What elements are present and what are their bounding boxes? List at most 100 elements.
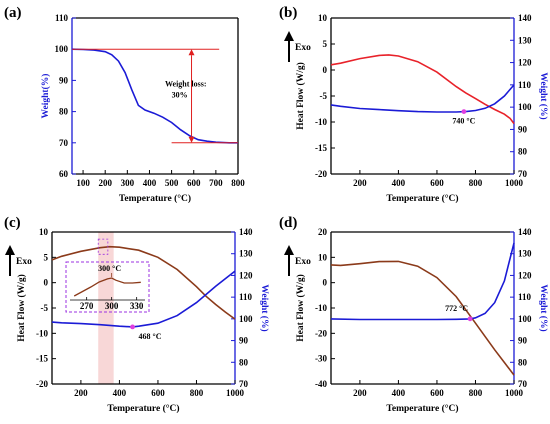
x-tick-label: 800	[469, 388, 483, 398]
y-right-tick-label: 130	[518, 35, 532, 45]
chart-panel-a: (a) 100 200 300 400 500 600 700 800 Temperature (…	[4, 5, 245, 204]
arrow-head-down-icon	[188, 136, 195, 143]
y-tick-label: -30	[315, 354, 327, 364]
y-tick-label: -10	[315, 303, 327, 313]
y-right-axis-label: Weight (%)	[259, 284, 270, 331]
y-tick-label: 100	[55, 44, 69, 54]
y-right-axis-label: Weight (%)	[538, 284, 549, 331]
inset-x-tick-label: 330	[130, 301, 144, 311]
x-tick-label: 700	[209, 178, 223, 188]
x-tick-label: 400	[392, 388, 406, 398]
x-tick-label: 200	[98, 178, 112, 188]
y-tick-label: 90	[59, 75, 69, 85]
weight-curve	[51, 270, 236, 328]
x-tick-label: 400	[392, 178, 406, 188]
y-tick-label: 10	[318, 252, 328, 262]
y-right-tick-label: 140	[239, 227, 253, 237]
exo-label: Exo	[16, 257, 32, 267]
y-tick-label: -20	[315, 328, 327, 338]
y-right-tick-label: 70	[518, 379, 528, 389]
y-right-tick-label: 90	[518, 124, 528, 134]
y-right-tick-label: 100	[518, 102, 532, 112]
panel-label: (d)	[279, 215, 297, 231]
panel-label: (a)	[4, 5, 22, 21]
y-right-tick-label: 70	[518, 169, 528, 179]
y-tick-label: -10	[315, 117, 327, 127]
y-right-tick-label: 80	[518, 357, 528, 367]
y-right-tick-label: 140	[518, 227, 532, 237]
y-right-tick-label: 70	[239, 379, 249, 389]
y-tick-label: 0	[323, 278, 328, 288]
y-tick-label: 0	[323, 65, 328, 75]
transition-marker	[461, 109, 467, 114]
x-tick-label: 200	[74, 388, 88, 398]
panel-label: (c)	[4, 215, 21, 231]
panel-label: (b)	[279, 5, 297, 21]
x-tick-label: 1000	[505, 178, 524, 188]
y-right-tick-label: 110	[239, 292, 253, 302]
y-axis-label: Weight(%)	[40, 74, 51, 119]
x-tick-label: 100	[76, 178, 90, 188]
x-tick-label: 800	[469, 178, 483, 188]
y-tick-label: -20	[36, 379, 48, 389]
x-axis-label: Temperature (°C)	[119, 193, 191, 204]
y-tick-label: 70	[59, 138, 69, 148]
y-right-tick-label: 100	[518, 314, 532, 324]
x-tick-label: 400	[143, 178, 157, 188]
y-right-tick-label: 80	[239, 357, 249, 367]
y-tick-label: 10	[39, 227, 49, 237]
y-right-tick-label: 100	[239, 314, 253, 324]
transition-marker	[130, 324, 135, 330]
inset-x-tick-label: 270	[80, 301, 94, 311]
y-right-tick-label: 90	[239, 336, 249, 346]
x-axis-label: Temperature (°C)	[107, 403, 179, 414]
x-tick-label: 1000	[505, 388, 524, 398]
y-tick-label: -40	[315, 379, 327, 389]
zoom-region-box	[97, 238, 109, 255]
y-tick-label: 20	[318, 227, 328, 237]
exo-label: Exo	[295, 43, 311, 53]
annotation-text-2: 30%	[172, 91, 188, 100]
weight-curve	[330, 242, 515, 321]
heat-curve	[330, 260, 515, 376]
y-tick-label: -15	[315, 143, 327, 153]
y-right-tick-label: 130	[518, 249, 532, 259]
x-tick-label: 1000	[226, 388, 245, 398]
y-axis-label: Heat Flow (W/g)	[295, 274, 306, 342]
annotation-text-1: Weight loss:	[165, 80, 207, 89]
y-tick-label: -15	[36, 354, 48, 364]
y-tick-label: -5	[320, 91, 328, 101]
y-tick-label: 5	[44, 252, 49, 262]
y-right-axis-label: Weight (%)	[538, 72, 549, 119]
x-axis-label: Temperature (°C)	[386, 193, 458, 204]
y-right-tick-label: 130	[239, 249, 253, 259]
x-tick-label: 400	[113, 388, 127, 398]
x-tick-label: 600	[430, 178, 444, 188]
weight-curve	[330, 84, 515, 113]
y-tick-label: -10	[36, 328, 48, 338]
x-tick-label: 200	[353, 178, 367, 188]
y-right-tick-label: 110	[518, 292, 532, 302]
x-tick-label: 600	[187, 178, 201, 188]
x-axis-label: Temperature (°C)	[386, 403, 458, 414]
transition-marker	[467, 316, 473, 322]
y-right-tick-label: 140	[518, 13, 532, 23]
x-tick-label: 200	[353, 388, 367, 398]
inset-border	[65, 261, 150, 313]
y-tick-label: 60	[59, 169, 69, 179]
weight-curve	[71, 48, 238, 144]
x-tick-label: 800	[190, 388, 204, 398]
y-right-tick-label: 120	[518, 270, 532, 280]
marker-label: 468 °C	[139, 332, 162, 341]
y-axis-label: Heat Flow (W/g)	[295, 62, 306, 130]
y-tick-label: 10	[318, 13, 328, 23]
inset-heat-curve	[73, 277, 141, 297]
y-tick-label: 5	[323, 39, 328, 49]
y-axis-label: Heat Flow (W/g)	[16, 274, 27, 342]
x-tick-label: 600	[430, 388, 444, 398]
y-tick-label: -5	[41, 303, 49, 313]
